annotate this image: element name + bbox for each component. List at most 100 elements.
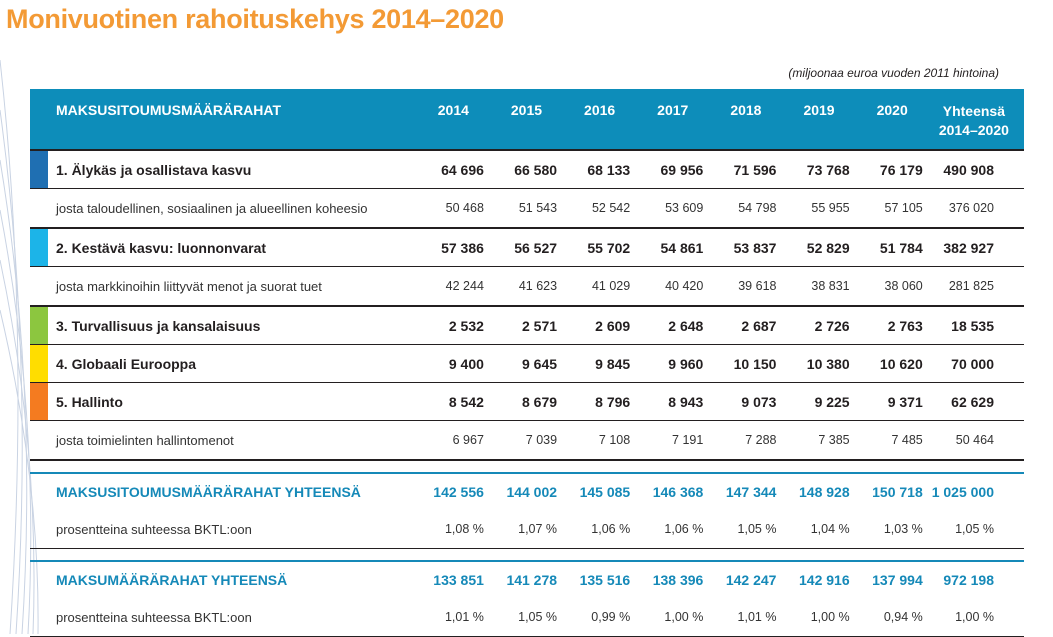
summary-label: MAKSUSITOUMUSMÄÄRÄRAHAT YHTEENSÄ [30,472,412,510]
year-value: 69 956 [631,149,705,189]
percentage-total: 1,05 % [923,510,1024,549]
total-value: 18 535 [923,306,1024,345]
summary-value: 142 556 [411,472,485,510]
percentage-label: prosentteina suhteessa BKTL:oon [30,598,412,637]
unit-note: (miljoonaa euroa vuoden 2011 hintoina) [788,66,999,80]
year-value: 2 609 [558,306,632,345]
year-value: 66 580 [484,149,559,189]
year-value: 7 191 [631,420,705,461]
year-value: 9 645 [484,344,559,383]
row-label-text: 2. Kestävä kasvu: luonnonvarat [56,239,267,256]
decorative-lines [0,59,39,634]
year-value: 7 288 [704,420,778,461]
year-value: 7 485 [850,420,924,461]
category-color-marker [30,345,48,382]
header-year: 2017 [631,89,705,150]
year-value: 50 468 [411,188,485,229]
year-value: 57 386 [411,228,485,267]
header-total-line2: 2014–2020 [938,122,1009,138]
header-year: 2019 [777,89,851,150]
year-value: 76 179 [850,149,924,189]
summary-value: 145 085 [558,472,632,510]
year-value: 52 829 [777,228,851,267]
percentage-value: 1,04 % [777,510,851,549]
table-body: 1. Älykäs ja osallistava kasvu 64 696 66 5… [30,149,1024,637]
total-value: 70 000 [923,344,1024,383]
header-total: Yhteensä 2014–2020 [923,89,1024,150]
year-value: 56 527 [484,228,559,267]
percentage-value: 1,03 % [850,510,924,549]
spacer-row [30,460,1024,473]
row-label-text: 4. Globaali Eurooppa [56,355,197,372]
year-value: 9 225 [777,382,851,421]
row-label: josta markkinoihin liittyvät menot ja su… [30,266,412,307]
year-value: 9 845 [558,344,632,383]
year-value: 2 687 [704,306,778,345]
year-value: 54 861 [631,228,705,267]
percentage-value: 1,00 % [777,598,851,637]
year-value: 71 596 [704,149,778,189]
percentage-value: 1,08 % [411,510,485,549]
category-color-marker [30,229,48,266]
row-label-text: 5. Hallinto [56,393,123,410]
header-year: 2018 [704,89,778,150]
year-value: 2 726 [777,306,851,345]
row-label-text: 3. Turvallisuus ja kansalaisuus [56,317,261,334]
year-value: 2 571 [484,306,559,345]
row-label: josta toimielinten hallintomenot [30,420,412,461]
row-label: 4. Globaali Eurooppa [30,344,412,383]
year-value: 42 244 [411,266,485,307]
year-value: 57 105 [850,188,924,229]
year-value: 2 648 [631,306,705,345]
year-value: 51 784 [850,228,924,267]
percentage-value: 1,06 % [558,510,632,549]
summary-value: 137 994 [850,560,924,598]
year-value: 53 609 [631,188,705,229]
year-value: 8 542 [411,382,485,421]
subcategory-row: josta markkinoihin liittyvät menot ja su… [30,266,1024,307]
percentage-value: 1,05 % [484,598,559,637]
summary-row: MAKSUSITOUMUSMÄÄRÄRAHAT YHTEENSÄ 142 556 1… [30,472,1024,510]
percentage-value: 1,00 % [631,598,705,637]
year-value: 53 837 [704,228,778,267]
percentage-value: 1,01 % [704,598,778,637]
row-label: 5. Hallinto [30,382,412,421]
total-value: 490 908 [923,149,1024,189]
year-value: 41 623 [484,266,559,307]
category-row: 3. Turvallisuus ja kansalaisuus 2 532 2 57… [30,306,1024,345]
year-value: 38 831 [777,266,851,307]
spacer-row [30,549,1024,562]
year-value: 9 371 [850,382,924,421]
percentage-row: prosentteina suhteessa BKTL:oon 1,08 % 1,0… [30,510,1024,549]
header-year: 2014 [411,89,485,150]
category-row: 2. Kestävä kasvu: luonnonvarat 57 386 56 5… [30,228,1024,267]
year-value: 55 702 [558,228,632,267]
summary-value: 150 718 [850,472,924,510]
year-value: 2 763 [850,306,924,345]
summary-total: 1 025 000 [923,472,1024,510]
year-value: 40 420 [631,266,705,307]
summary-value: 142 247 [704,560,778,598]
category-color-marker [30,151,48,188]
year-value: 9 960 [631,344,705,383]
percentage-label: prosentteina suhteessa BKTL:oon [30,510,412,549]
total-value: 50 464 [923,420,1024,461]
summary-value: 133 851 [411,560,485,598]
percentage-value: 1,05 % [704,510,778,549]
row-label: 3. Turvallisuus ja kansalaisuus [30,306,412,345]
year-value: 8 943 [631,382,705,421]
summary-value: 146 368 [631,472,705,510]
row-label-text: 1. Älykäs ja osallistava kasvu [56,161,252,178]
row-label: josta taloudellinen, sosiaalinen ja alue… [30,188,412,229]
row-label: 2. Kestävä kasvu: luonnonvarat [30,228,412,267]
subcategory-row: josta taloudellinen, sosiaalinen ja alue… [30,188,1024,229]
header-total-line1: Yhteensä [942,103,1005,119]
summary-value: 144 002 [484,472,559,510]
percentage-total: 1,00 % [923,598,1024,637]
year-value: 55 955 [777,188,851,229]
year-value: 9 073 [704,382,778,421]
category-color-marker [30,383,48,420]
year-value: 64 696 [411,149,485,189]
summary-label: MAKSUMÄÄRÄRAHAT YHTEENSÄ [30,560,412,598]
header-year: 2016 [558,89,632,150]
